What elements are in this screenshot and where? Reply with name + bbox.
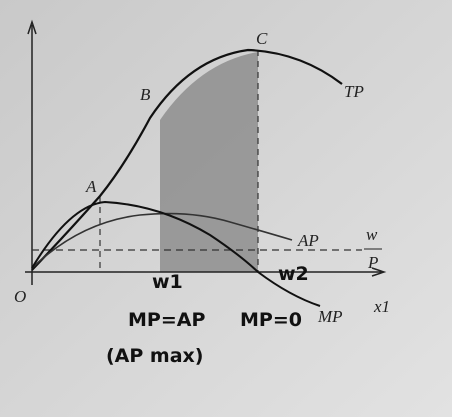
wage-numerator: w [366,225,378,244]
hand-ap-max: (AP max) [106,345,204,367]
hand-w2: w2 [278,263,309,285]
hand-w1: w1 [152,271,183,293]
point-a-label: A [85,177,97,196]
ap-curve [31,212,293,269]
mp-curve [31,200,321,307]
point-c-label: C [256,29,268,48]
mp-label: MP [317,307,343,326]
point-b-label: B [140,85,151,104]
x-axis-label: x1 [373,297,390,316]
origin-label: O [14,287,26,306]
hand-mp-zero: MP=0 [240,309,302,331]
x-arrow [371,267,387,277]
tp-label: TP [344,82,364,101]
ap-label: AP [297,231,319,250]
hand-mp-ap: MP=AP [128,309,205,331]
y-arrow [27,19,37,35]
tp-curve [31,48,343,271]
shaded-region [160,52,258,272]
wage-denominator: P [367,253,378,272]
